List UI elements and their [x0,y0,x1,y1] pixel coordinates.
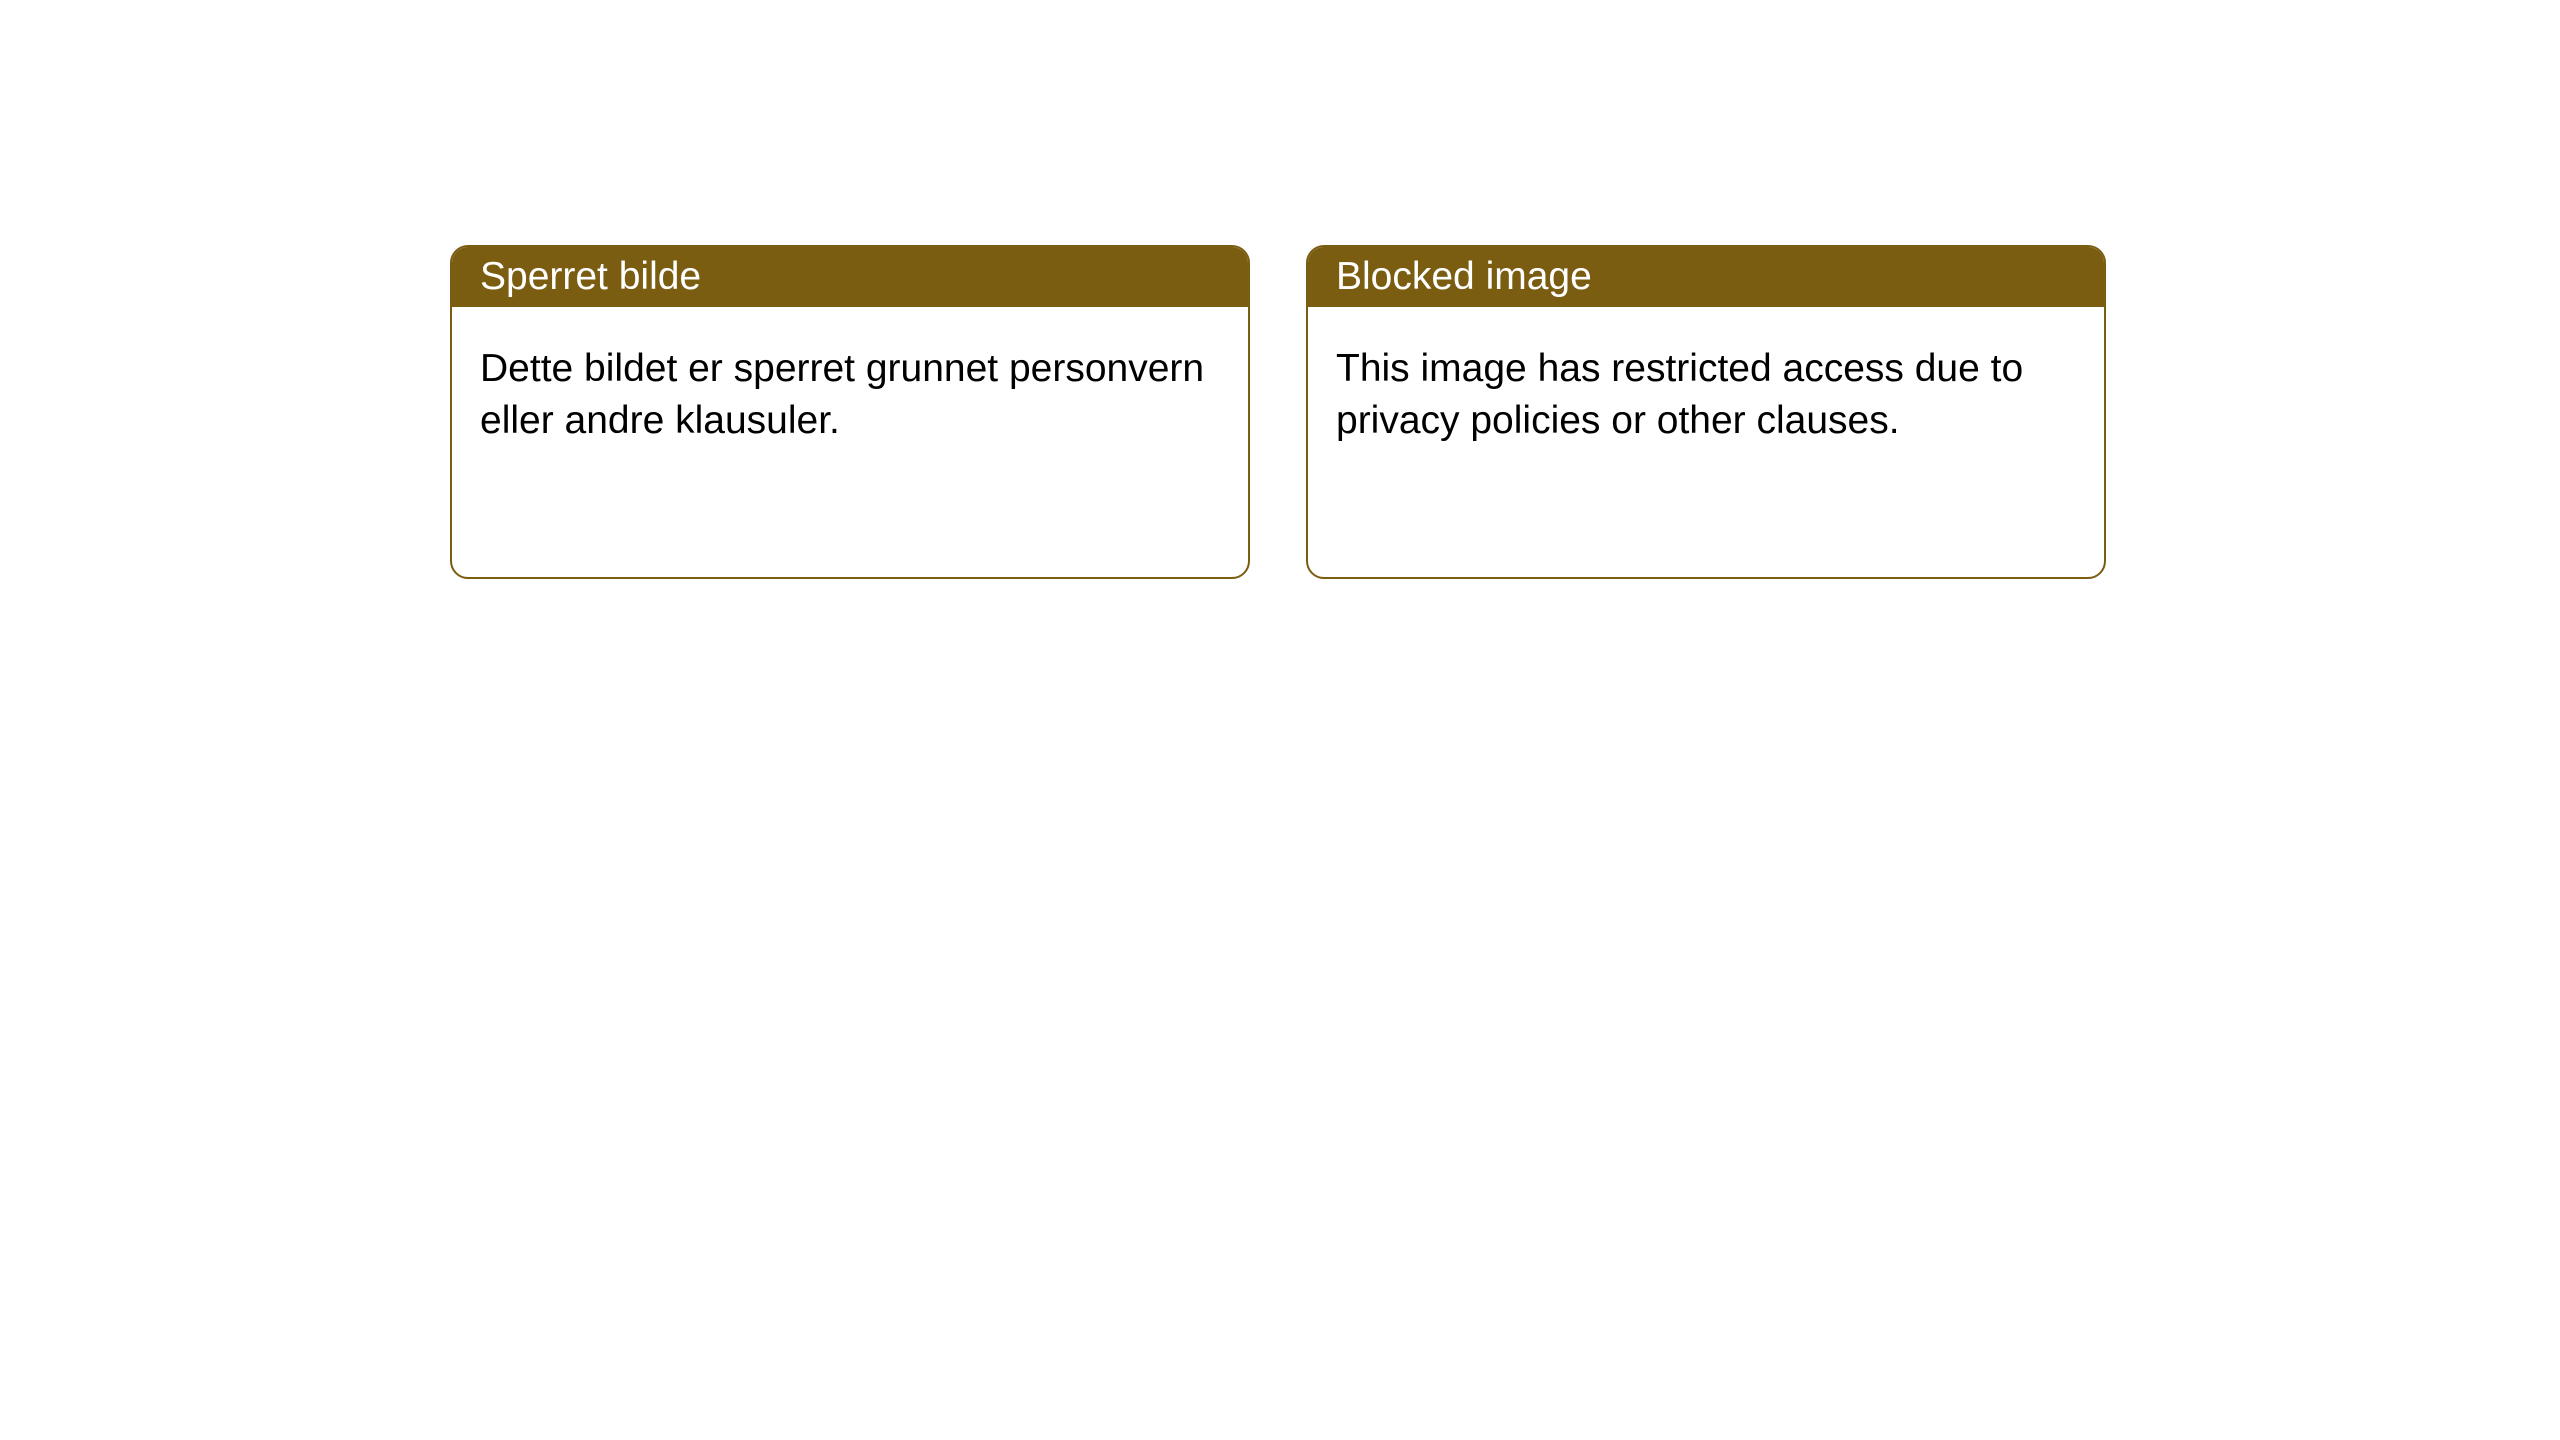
notice-card-title: Sperret bilde [480,255,701,299]
notice-card-body: This image has restricted access due to … [1308,307,2104,483]
notice-card-text: Dette bildet er sperret grunnet personve… [480,347,1204,442]
notice-card-header: Sperret bilde [452,247,1248,307]
notice-card-title: Blocked image [1336,255,1592,299]
notice-card-text: This image has restricted access due to … [1336,347,2023,442]
notice-cards-container: Sperret bilde Dette bildet er sperret gr… [450,245,2106,579]
notice-card-norwegian: Sperret bilde Dette bildet er sperret gr… [450,245,1250,579]
notice-card-english: Blocked image This image has restricted … [1306,245,2106,579]
notice-card-body: Dette bildet er sperret grunnet personve… [452,307,1248,483]
notice-card-header: Blocked image [1308,247,2104,307]
